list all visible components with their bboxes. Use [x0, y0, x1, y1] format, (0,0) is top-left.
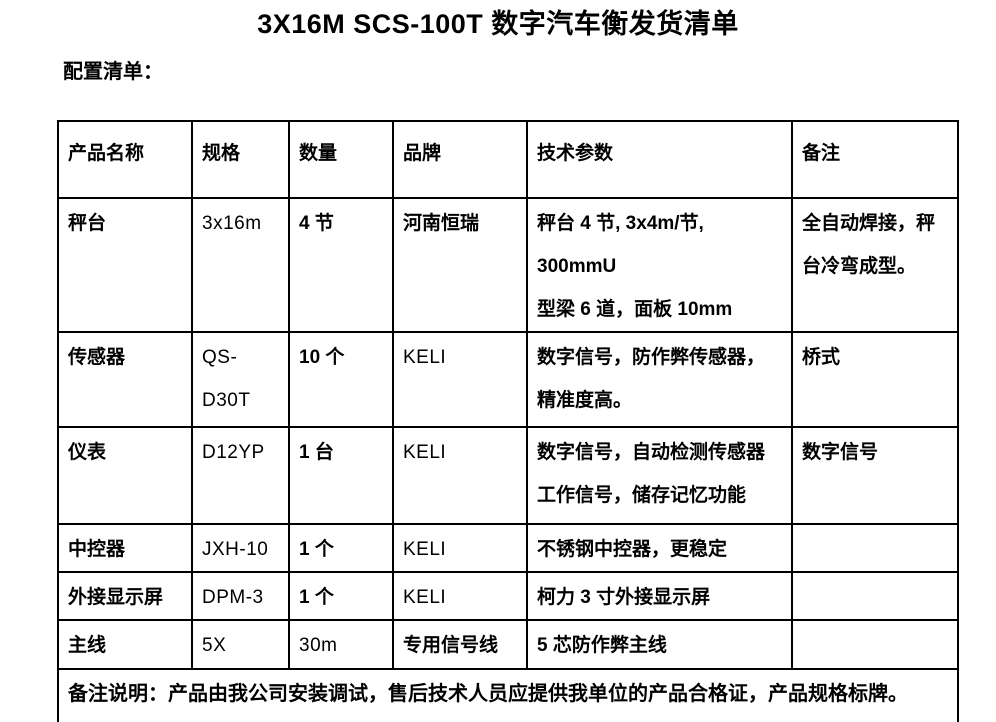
cell-product-name: 中控器 — [57, 523, 193, 573]
cell-brand: KELI — [392, 571, 528, 621]
cell-product-name: 外接显示屏 — [57, 571, 193, 621]
cell-brand: 专用信号线 — [392, 619, 528, 670]
table-row: 中控器 JXH-10 1 个 KELI 不锈钢中控器，更稳定 — [57, 523, 959, 573]
cell-quantity: 30m — [288, 619, 394, 670]
cell-spec: 5X — [191, 619, 290, 670]
cell-spec: QS-D30T — [191, 331, 290, 428]
cell-tech-params: 数字信号，防作弊传感器， 精准度高。 — [526, 331, 793, 428]
cell-spec: 3x16m — [191, 197, 290, 333]
footer-note: 备注说明：产品由我公司安装调试，售后技术人员应提供我单位的产品合格证，产品规格标… — [57, 668, 959, 722]
column-header-brand: 品牌 — [392, 120, 528, 199]
cell-tech-params: 5 芯防作弊主线 — [526, 619, 793, 670]
table-row: 秤台 3x16m 4 节 河南恒瑞 秤台 4 节, 3x4m/节, 300mmU… — [57, 197, 959, 333]
cell-product-name: 秤台 — [57, 197, 193, 333]
column-header-spec: 规格 — [191, 120, 290, 199]
column-header-tech-params: 技术参数 — [526, 120, 793, 199]
cell-product-name: 主线 — [57, 619, 193, 670]
table-row: 主线 5X 30m 专用信号线 5 芯防作弊主线 — [57, 619, 959, 670]
table-row: 仪表 D12YP 1 台 KELI 数字信号，自动检测传感器 工作信号，储存记忆… — [57, 426, 959, 525]
cell-brand: 河南恒瑞 — [392, 197, 528, 333]
cell-quantity: 1 个 — [288, 523, 394, 573]
table-row: 传感器 QS-D30T 10 个 KELI 数字信号，防作弊传感器， 精准度高。… — [57, 331, 959, 428]
cell-tech-params: 数字信号，自动检测传感器 工作信号，储存记忆功能 — [526, 426, 793, 525]
cell-spec: D12YP — [191, 426, 290, 525]
column-header-product-name: 产品名称 — [57, 120, 193, 199]
column-header-remarks: 备注 — [791, 120, 959, 199]
config-table: 产品名称 规格 数量 品牌 技术参数 备注 秤台 3x16m 4 节 河南恒瑞 … — [57, 120, 959, 722]
cell-spec: DPM-3 — [191, 571, 290, 621]
cell-tech-params: 秤台 4 节, 3x4m/节, 300mmU 型梁 6 道，面板 10mm — [526, 197, 793, 333]
cell-tech-params: 不锈钢中控器，更稳定 — [526, 523, 793, 573]
table-footer-row: 备注说明：产品由我公司安装调试，售后技术人员应提供我单位的产品合格证，产品规格标… — [57, 668, 959, 722]
cell-quantity: 1 个 — [288, 571, 394, 621]
cell-tech-params: 柯力 3 寸外接显示屏 — [526, 571, 793, 621]
cell-quantity: 1 台 — [288, 426, 394, 525]
cell-spec: JXH-10 — [191, 523, 290, 573]
cell-quantity: 4 节 — [288, 197, 394, 333]
cell-brand: KELI — [392, 331, 528, 428]
cell-remarks — [791, 523, 959, 573]
cell-brand: KELI — [392, 426, 528, 525]
table-row: 外接显示屏 DPM-3 1 个 KELI 柯力 3 寸外接显示屏 — [57, 571, 959, 621]
cell-brand: KELI — [392, 523, 528, 573]
cell-remarks: 全自动焊接，秤 台冷弯成型。 — [791, 197, 959, 333]
column-header-quantity: 数量 — [288, 120, 394, 199]
page-title: 3X16M SCS-100T 数字汽车衡发货清单 — [257, 9, 739, 39]
cell-product-name: 传感器 — [57, 331, 193, 428]
section-label: 配置清单： — [63, 61, 163, 83]
cell-product-name: 仪表 — [57, 426, 193, 525]
cell-remarks — [791, 619, 959, 670]
table-header-row: 产品名称 规格 数量 品牌 技术参数 备注 — [57, 120, 959, 199]
cell-remarks — [791, 571, 959, 621]
cell-remarks: 桥式 — [791, 331, 959, 428]
cell-remarks: 数字信号 — [791, 426, 959, 525]
cell-quantity: 10 个 — [288, 331, 394, 428]
